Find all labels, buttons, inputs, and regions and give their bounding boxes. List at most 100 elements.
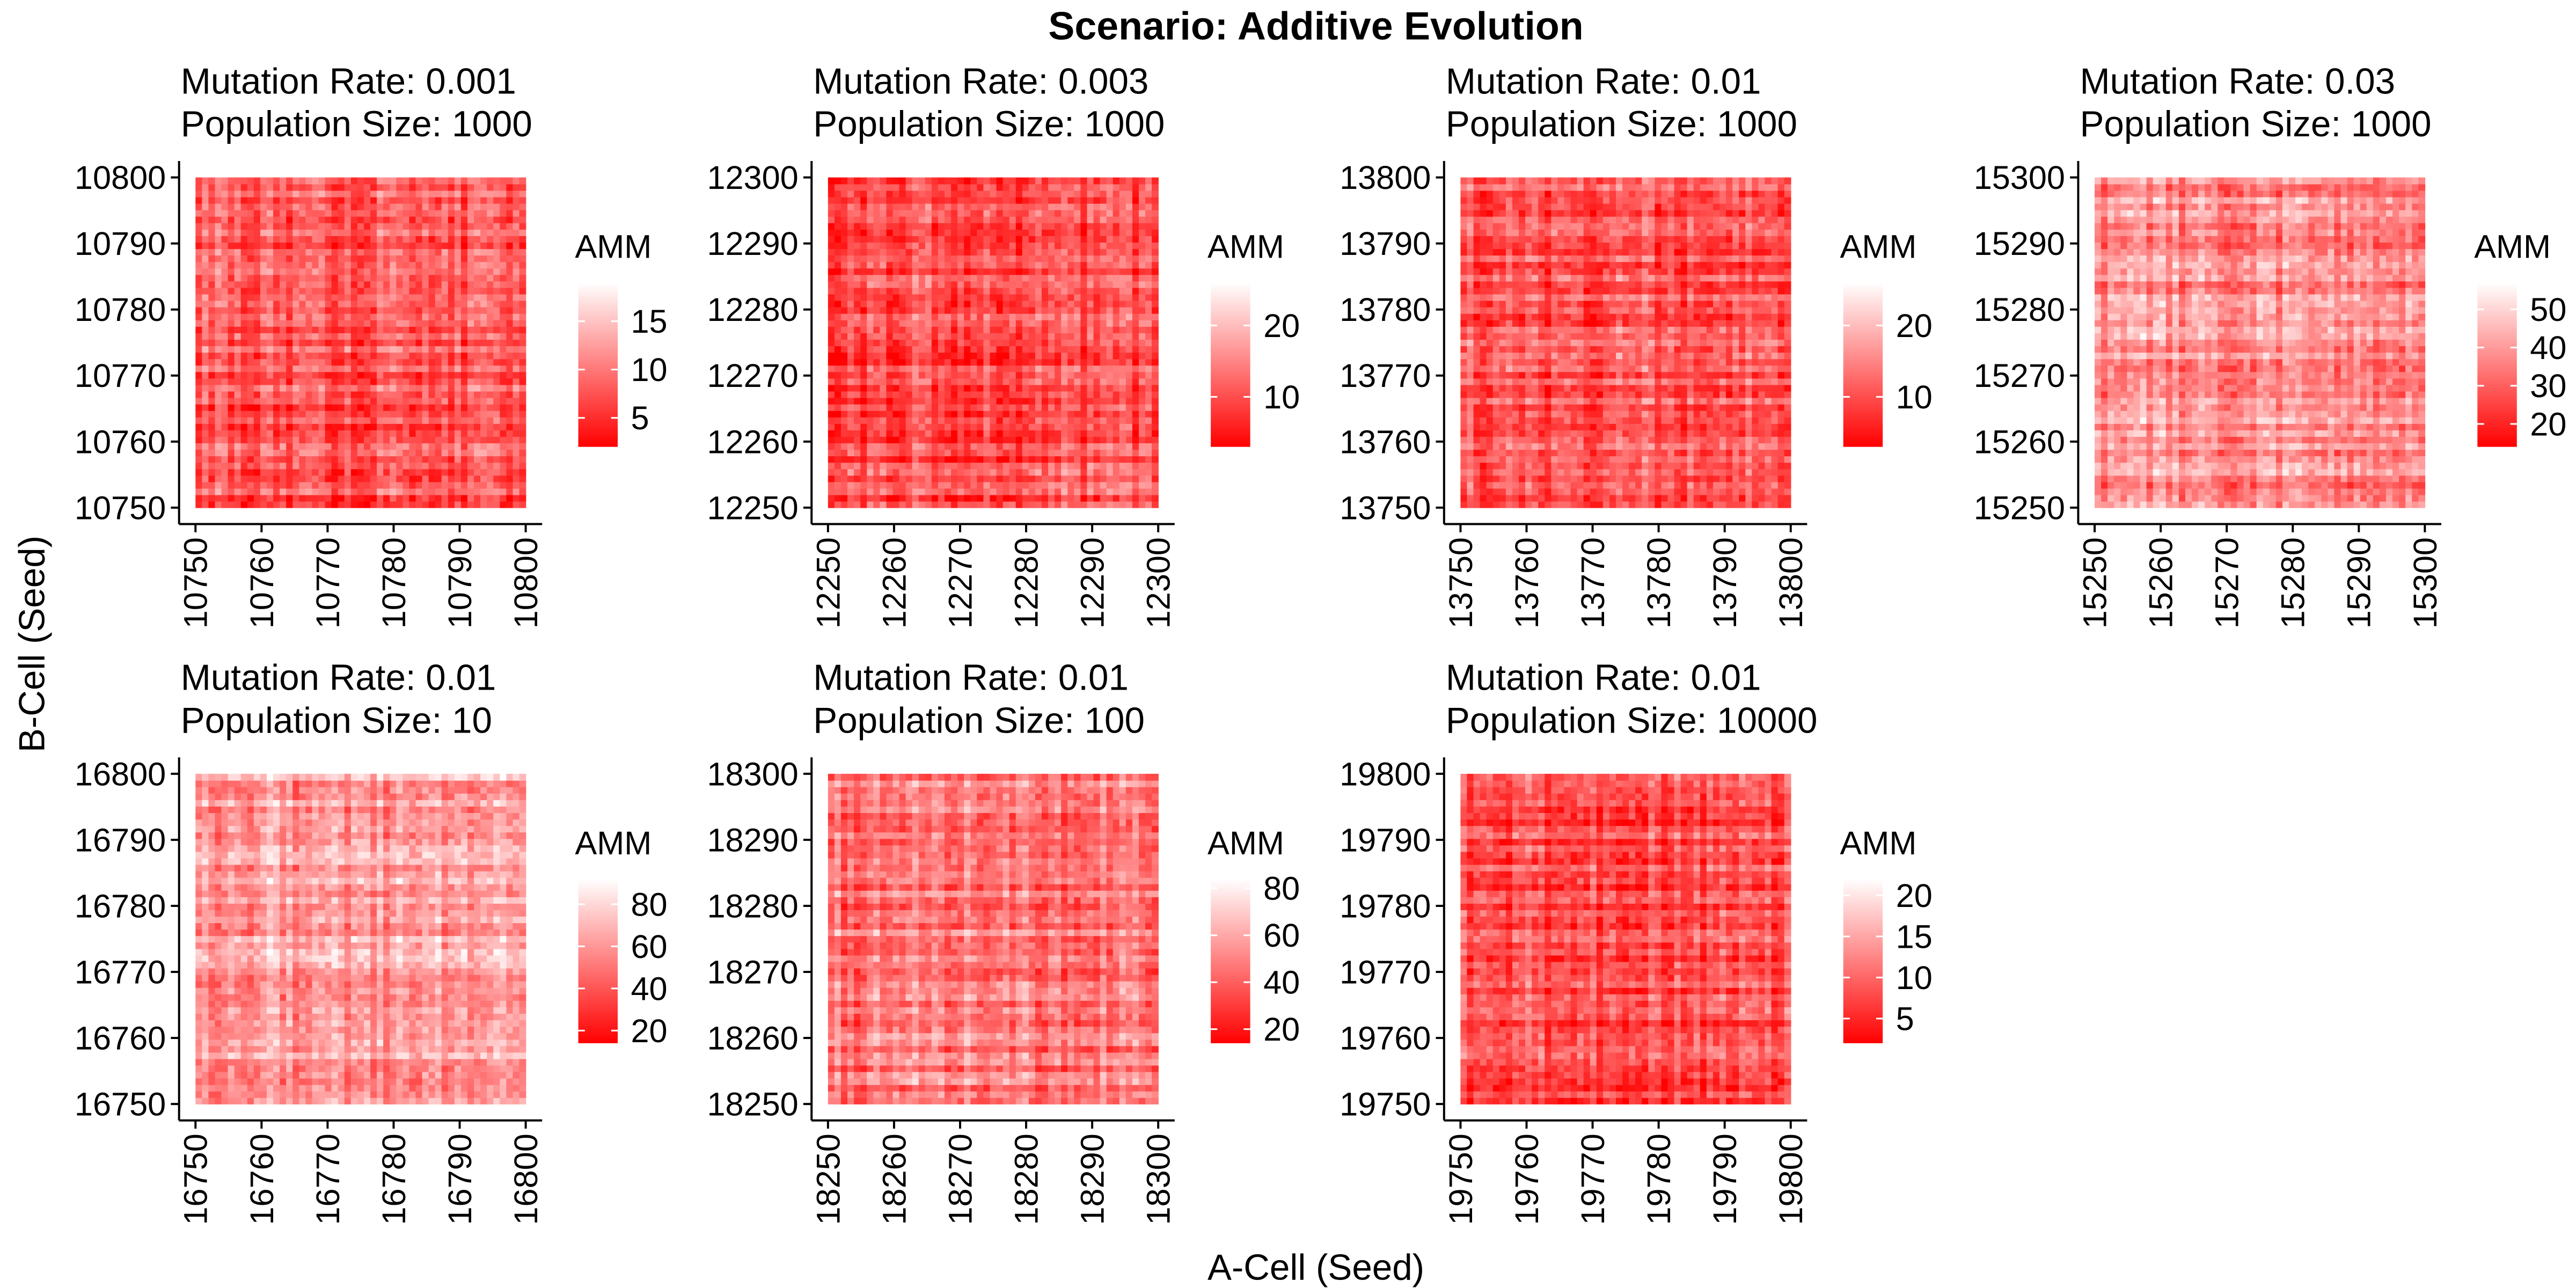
heatmap-cell bbox=[480, 430, 487, 437]
heatmap-cell bbox=[1100, 306, 1107, 314]
heatmap-cell bbox=[1067, 313, 1075, 320]
heatmap-cell bbox=[357, 436, 364, 444]
heatmap-cell bbox=[202, 339, 209, 347]
heatmap-cell bbox=[925, 248, 932, 256]
heatmap-cell bbox=[202, 216, 209, 223]
heatmap-cell bbox=[474, 203, 481, 210]
heatmap-cell bbox=[828, 462, 835, 470]
heatmap-cell bbox=[480, 378, 487, 385]
heatmap-cell bbox=[854, 281, 861, 288]
heatmap-cell bbox=[402, 255, 410, 262]
heatmap-cell bbox=[396, 229, 404, 236]
heatmap-cell bbox=[1080, 313, 1088, 320]
heatmap-cell bbox=[448, 346, 455, 353]
heatmap-cell bbox=[854, 494, 861, 502]
heatmap-cell bbox=[925, 203, 932, 210]
heatmap-cell bbox=[1087, 300, 1094, 308]
heatmap-cell bbox=[467, 184, 474, 191]
heatmap-cell bbox=[208, 229, 216, 236]
heatmap-cell bbox=[847, 397, 854, 405]
heatmap-cell bbox=[260, 209, 267, 217]
heatmap-cell bbox=[1119, 209, 1126, 217]
heatmap-cell bbox=[493, 423, 501, 430]
heatmap-cell bbox=[931, 417, 939, 424]
heatmap-cell bbox=[299, 320, 306, 327]
heatmap-cell bbox=[208, 281, 216, 288]
heatmap-cell bbox=[1087, 209, 1094, 217]
heatmap-cell bbox=[918, 456, 926, 463]
heatmap-cell bbox=[828, 391, 835, 398]
heatmap-cell bbox=[1061, 255, 1069, 262]
heatmap-cell bbox=[1015, 229, 1023, 236]
heatmap-cell bbox=[990, 287, 997, 295]
legend-tick-label: 10 bbox=[631, 352, 668, 388]
heatmap-cell bbox=[260, 248, 267, 256]
heatmap-cell bbox=[280, 209, 287, 217]
heatmap-cell bbox=[912, 423, 919, 430]
heatmap-cell bbox=[280, 306, 287, 314]
heatmap-cell bbox=[195, 268, 203, 275]
heatmap-cell bbox=[1067, 371, 1075, 379]
heatmap-cell bbox=[840, 469, 848, 476]
heatmap-cell bbox=[925, 417, 932, 424]
heatmap-cell bbox=[1002, 436, 1010, 444]
heatmap-cell bbox=[506, 358, 514, 366]
heatmap-cell bbox=[487, 313, 494, 320]
heatmap-cell bbox=[983, 469, 991, 476]
heatmap-cell bbox=[925, 443, 932, 450]
heatmap-cell bbox=[441, 339, 449, 347]
heatmap-cell bbox=[247, 229, 254, 236]
heatmap-cell bbox=[925, 449, 932, 457]
heatmap-cell bbox=[834, 488, 841, 495]
heatmap-cell bbox=[925, 462, 932, 470]
heatmap-cell bbox=[1048, 371, 1055, 379]
heatmap-cell bbox=[480, 475, 487, 482]
heatmap-cell bbox=[886, 410, 894, 418]
heatmap-cell bbox=[344, 333, 352, 340]
heatmap-cell bbox=[1028, 494, 1036, 502]
heatmap-cell bbox=[357, 294, 364, 301]
heatmap-cell bbox=[1048, 475, 1055, 482]
heatmap-cell bbox=[957, 410, 964, 418]
heatmap-cell bbox=[905, 410, 913, 418]
heatmap-cell bbox=[886, 236, 894, 243]
heatmap-cell bbox=[1067, 326, 1075, 333]
heatmap-cell bbox=[260, 242, 267, 250]
heatmap-cell bbox=[292, 196, 300, 204]
heatmap-cell bbox=[983, 287, 991, 295]
heatmap-cell bbox=[215, 378, 222, 385]
heatmap-cell bbox=[344, 216, 352, 223]
heatmap-cell bbox=[363, 306, 371, 314]
heatmap-cell bbox=[493, 352, 501, 360]
heatmap-cell bbox=[487, 255, 494, 262]
heatmap-cell bbox=[1061, 417, 1069, 424]
heatmap-cell bbox=[1055, 203, 1062, 210]
heatmap-cell bbox=[493, 384, 501, 392]
heatmap-cell bbox=[506, 306, 514, 314]
heatmap-cell bbox=[487, 391, 494, 398]
heatmap-cell bbox=[977, 346, 984, 353]
heatmap-cell bbox=[854, 216, 861, 223]
heatmap-cell bbox=[1055, 209, 1062, 217]
heatmap-cell bbox=[357, 268, 364, 275]
heatmap-cell bbox=[977, 190, 984, 197]
heatmap-cell bbox=[1061, 203, 1069, 210]
heatmap-cell bbox=[292, 436, 300, 444]
heatmap-cell bbox=[847, 501, 854, 508]
heatmap-cell bbox=[1002, 443, 1010, 450]
heatmap-cell bbox=[454, 410, 462, 418]
heatmap-cell bbox=[1002, 365, 1010, 372]
heatmap-cell bbox=[415, 462, 423, 470]
heatmap-cell bbox=[370, 449, 377, 457]
heatmap-cell bbox=[312, 436, 319, 444]
heatmap-cell bbox=[467, 261, 474, 269]
heatmap-cell bbox=[260, 397, 267, 405]
heatmap-cell bbox=[828, 443, 835, 450]
heatmap-cell bbox=[1100, 443, 1107, 450]
heatmap-cell bbox=[1055, 456, 1062, 463]
heatmap-cell bbox=[280, 443, 287, 450]
heatmap-cell bbox=[195, 358, 203, 366]
heatmap-cell bbox=[500, 209, 507, 217]
heatmap-cell bbox=[286, 410, 294, 418]
heatmap-cell bbox=[513, 196, 520, 204]
